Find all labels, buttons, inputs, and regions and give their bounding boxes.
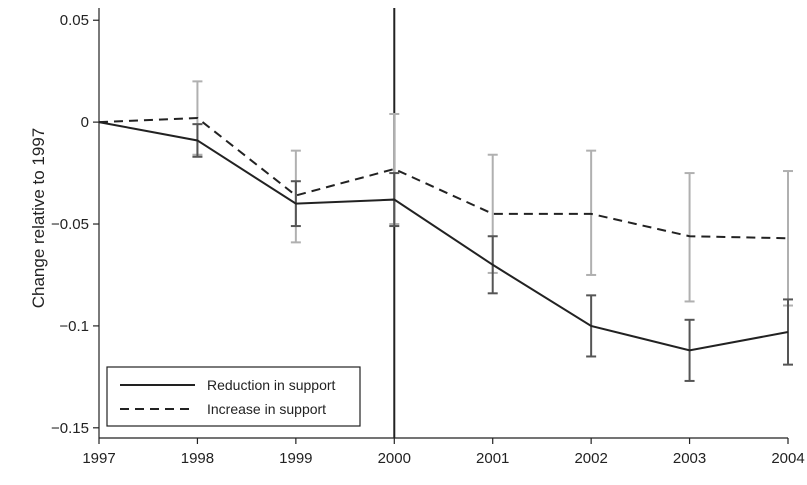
x-tick-label: 1997: [82, 450, 115, 467]
y-tick-label: 0: [81, 114, 89, 131]
x-tick-label: 2004: [771, 450, 804, 467]
legend-label: Reduction in support: [207, 377, 336, 393]
errorbar-increase: [684, 172, 695, 303]
series-lines: [98, 117, 789, 352]
legend-label: Increase in support: [207, 401, 326, 417]
y-tick-label: −0.15: [51, 420, 89, 437]
x-tick-label: 2001: [476, 450, 509, 467]
errorbar-increase: [586, 149, 597, 276]
series-line-reduction: [98, 121, 789, 352]
x-tick-label: 2002: [574, 450, 607, 467]
y-axis-label: Change relative to 1997: [29, 128, 48, 309]
series-line-increase: [98, 117, 789, 240]
legend-box: [106, 366, 361, 427]
y-axis: 0.05 0 −0.05 −0.1 −0.15: [51, 8, 100, 438]
y-tick-label: −0.1: [59, 318, 89, 335]
y-tick-label: −0.05: [51, 216, 89, 233]
x-tick-label: 1999: [279, 450, 312, 467]
y-tick-label: 0.05: [60, 12, 89, 29]
x-axis: 1997 1998 1999 2000 2001 2002 2003 2004: [82, 437, 805, 467]
error-bars: [192, 80, 793, 382]
x-tick-label: 2003: [673, 450, 706, 467]
x-tick-label: 1998: [181, 450, 214, 467]
x-tick-label: 2000: [378, 450, 411, 467]
legend: Reduction in support Increase in support: [106, 366, 361, 427]
